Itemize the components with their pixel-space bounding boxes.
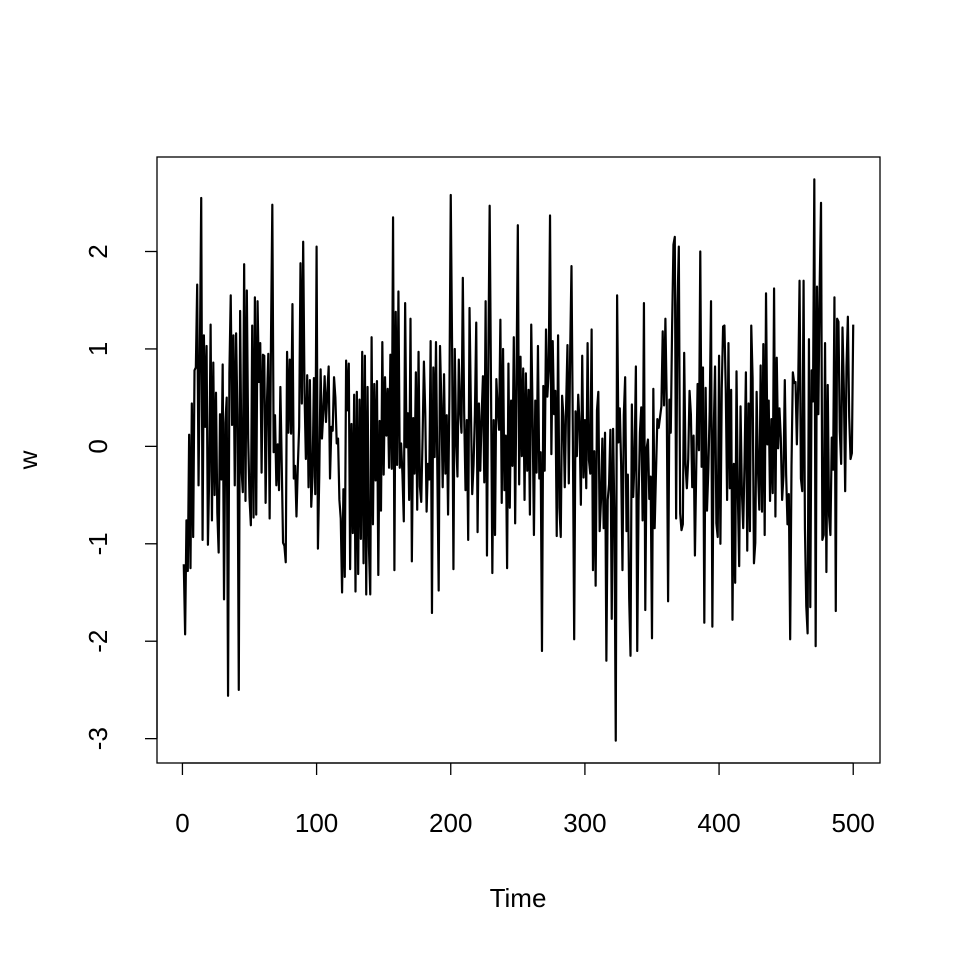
y-tick-label: 0 <box>83 439 113 453</box>
x-tick-label: 300 <box>563 808 606 838</box>
series-line <box>182 178 855 742</box>
x-axis-label: Time <box>490 883 547 913</box>
y-tick-label: 1 <box>83 342 113 356</box>
y-tick-label: -3 <box>83 727 113 750</box>
y-tick-label: -2 <box>83 630 113 653</box>
x-tick-label: 0 <box>175 808 189 838</box>
x-tick-label: 100 <box>295 808 338 838</box>
x-tick-label: 500 <box>832 808 875 838</box>
y-tick-label: -1 <box>83 532 113 555</box>
y-tick-label: 2 <box>83 244 113 258</box>
x-tick-label: 400 <box>697 808 740 838</box>
x-tick-label: 200 <box>429 808 472 838</box>
y-axis-label: w <box>13 450 43 470</box>
